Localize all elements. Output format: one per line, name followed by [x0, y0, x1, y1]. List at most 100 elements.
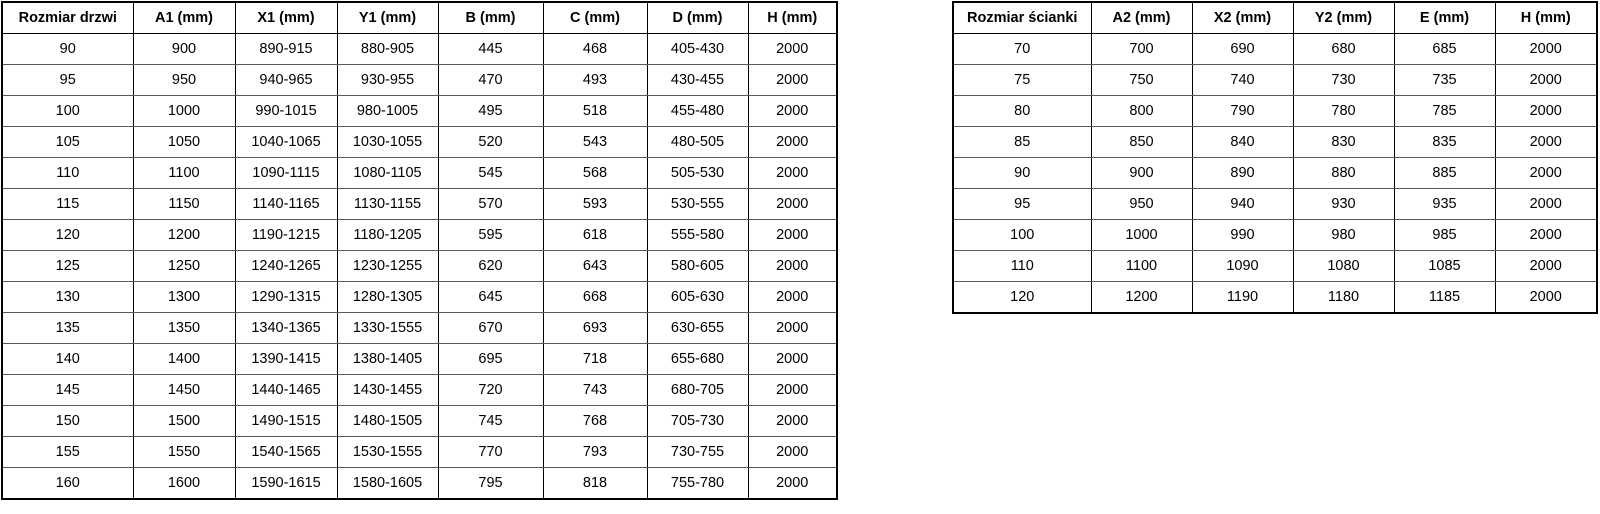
table-cell: 1230-1255 [336, 250, 439, 282]
table-cell: 740 [1191, 64, 1294, 96]
table-cell: 2000 [747, 343, 838, 375]
table-cell: 990-1015 [234, 95, 338, 127]
table-cell: 2000 [747, 157, 838, 189]
table-cell: 518 [542, 95, 648, 127]
table-cell: 90 [952, 157, 1092, 189]
table-cell: 110 [1, 157, 134, 189]
table-cell: 980-1005 [336, 95, 439, 127]
table-cell: 543 [542, 126, 648, 158]
table-cell: 790 [1191, 95, 1294, 127]
table-cell: 720 [437, 374, 544, 406]
table-cell: 730-755 [646, 436, 749, 468]
table-cell: 2000 [1494, 219, 1598, 251]
table-cell: 1080 [1292, 250, 1395, 282]
table-row: 120 1200 1190-1215 1180-1205 595 618 555-580 20… [1, 219, 838, 251]
table-cell: 470 [437, 64, 544, 96]
table-row: 125 1250 1240-1265 1230-1255 620 643 580-605 20… [1, 250, 838, 282]
door-sizes-table: Rozmiar drzwi A1 (mm) X1 (mm) Y1 (mm) B (mm)… [1, 1, 838, 500]
table-cell: 1050 [132, 126, 236, 158]
table-cell: 620 [437, 250, 544, 282]
table-cell: 890-915 [234, 33, 338, 65]
table-cell: 990 [1191, 219, 1294, 251]
table-cell: 830 [1292, 126, 1395, 158]
table-cell: 1040-1065 [234, 126, 338, 158]
table-cell: 2000 [1494, 188, 1598, 220]
table-cell: 718 [542, 343, 648, 375]
table-cell: 743 [542, 374, 648, 406]
table-cell: 568 [542, 157, 648, 189]
table-cell: 890 [1191, 157, 1294, 189]
table-cell: 570 [437, 188, 544, 220]
table-cell: 75 [952, 64, 1092, 96]
table-cell: 793 [542, 436, 648, 468]
table-cell: 85 [952, 126, 1092, 158]
table-cell: 985 [1393, 219, 1496, 251]
table-cell: 1240-1265 [234, 250, 338, 282]
table-cell: 2000 [747, 95, 838, 127]
table-cell: 940-965 [234, 64, 338, 96]
table-row: 95 950 940 930 935 2000 [952, 188, 1598, 220]
column-header: Rozmiar ścianki [952, 1, 1092, 34]
table-row: 70 700 690 680 685 2000 [952, 33, 1598, 65]
table-cell: 730 [1292, 64, 1395, 96]
table-cell: 2000 [747, 188, 838, 220]
table-cell: 680-705 [646, 374, 749, 406]
table-cell: 1330-1555 [336, 312, 439, 344]
table-cell: 900 [1090, 157, 1193, 189]
table-cell: 930 [1292, 188, 1395, 220]
table-cell: 1150 [132, 188, 236, 220]
table-cell: 750 [1090, 64, 1193, 96]
column-header: E (mm) [1393, 1, 1496, 34]
table-row: 110 1100 1090-1115 1080-1105 545 568 505-530 20… [1, 157, 838, 189]
table-cell: 1100 [132, 157, 236, 189]
table-cell: 755-780 [646, 467, 749, 500]
table-cell: 130 [1, 281, 134, 313]
table-cell: 95 [952, 188, 1092, 220]
wall-sizes-table: Rozmiar ścianki A2 (mm) X2 (mm) Y2 (mm) E (m… [952, 1, 1598, 314]
table-cell: 120 [952, 281, 1092, 314]
table-cell: 2000 [1494, 126, 1598, 158]
table-cell: 90 [1, 33, 134, 65]
table-cell: 670 [437, 312, 544, 344]
column-header: A1 (mm) [132, 1, 236, 34]
table-cell: 1080-1105 [336, 157, 439, 189]
table-cell: 770 [437, 436, 544, 468]
table-cell: 780 [1292, 95, 1395, 127]
table-cell: 430-455 [646, 64, 749, 96]
column-header: X1 (mm) [234, 1, 338, 34]
table-cell: 643 [542, 250, 648, 282]
table-cell: 445 [437, 33, 544, 65]
table-cell: 405-430 [646, 33, 749, 65]
table-cell: 1450 [132, 374, 236, 406]
column-header: A2 (mm) [1090, 1, 1193, 34]
table-cell: 818 [542, 467, 648, 500]
table-cell: 1440-1465 [234, 374, 338, 406]
table-cell: 900 [132, 33, 236, 65]
table-row: 145 1450 1440-1465 1430-1455 720 743 680-705 20… [1, 374, 838, 406]
table-cell: 580-605 [646, 250, 749, 282]
table-row: 100 1000 990 980 985 2000 [952, 219, 1598, 251]
table-row: 95 950 940-965 930-955 470 493 430-455 2000 [1, 64, 838, 96]
table-cell: 120 [1, 219, 134, 251]
table-cell: 1180 [1292, 281, 1395, 314]
table-cell: 2000 [747, 405, 838, 437]
table-cell: 768 [542, 405, 648, 437]
table-cell: 2000 [747, 281, 838, 313]
table-cell: 695 [437, 343, 544, 375]
table-row: 150 1500 1490-1515 1480-1505 745 768 705-730 20… [1, 405, 838, 437]
column-header: D (mm) [646, 1, 749, 34]
table-cell: 155 [1, 436, 134, 468]
table-cell: 1530-1555 [336, 436, 439, 468]
header-row: Rozmiar drzwi A1 (mm) X1 (mm) Y1 (mm) B (mm)… [1, 1, 838, 34]
table-row: 140 1400 1390-1415 1380-1405 695 718 655-680 20… [1, 343, 838, 375]
table-cell: 680 [1292, 33, 1395, 65]
table-cell: 880-905 [336, 33, 439, 65]
table-cell: 1300 [132, 281, 236, 313]
table-cell: 2000 [747, 374, 838, 406]
table-cell: 1590-1615 [234, 467, 338, 500]
table-cell: 1140-1165 [234, 188, 338, 220]
table-cell: 2000 [1494, 33, 1598, 65]
table-cell: 2000 [1494, 64, 1598, 96]
table-row: 115 1150 1140-1165 1130-1155 570 593 530-555 20… [1, 188, 838, 220]
